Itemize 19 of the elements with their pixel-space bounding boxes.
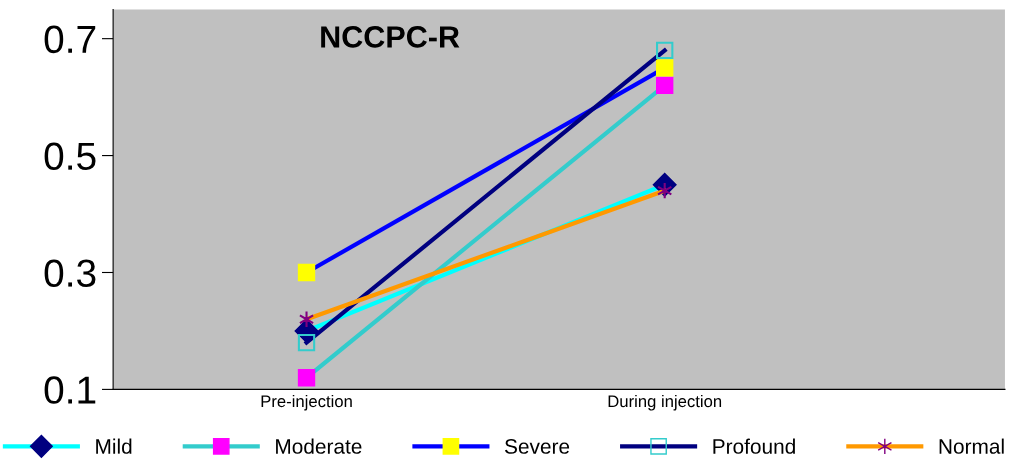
x-tick-label: During injection	[608, 394, 722, 411]
legend-label: Mild	[96, 438, 132, 454]
legend-label: Moderate	[276, 438, 362, 454]
legend-label: Severe	[505, 439, 570, 454]
point	[298, 310, 315, 328]
y-tick-label: 0.5	[44, 142, 96, 171]
point	[297, 263, 316, 282]
y-tick-label: 0.1	[44, 376, 96, 404]
legend-label: Normal	[939, 438, 1004, 454]
y-tick-label: 0.3	[44, 259, 96, 287]
point	[297, 369, 316, 387]
point	[656, 59, 674, 77]
y-tick-label: 0.7	[44, 25, 96, 54]
point	[297, 333, 316, 352]
x-tick-label: Pre-injection	[261, 394, 352, 411]
point	[656, 41, 674, 60]
point	[656, 76, 674, 95]
legend-label: Profound	[713, 438, 795, 454]
chart-title: NCCPC-R	[321, 26, 460, 48]
